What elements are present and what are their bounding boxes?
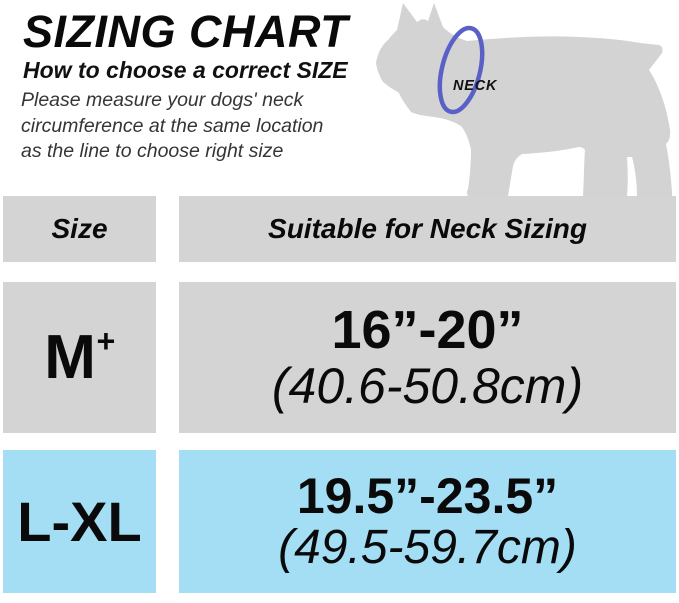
- measure-instructions: Please measure your dogs' neck circumfer…: [21, 88, 323, 165]
- cm-range-lxl: (49.5-59.7cm): [278, 520, 577, 574]
- size-label-lxl: L-XL: [17, 493, 141, 550]
- instruction-line: as the line to choose right size: [21, 140, 284, 162]
- inches-range-lxl: 19.5”-23.5”: [296, 467, 559, 524]
- table-row-m-size-cell: M+: [3, 282, 156, 433]
- neck-sizing-column-header: Suitable for Neck Sizing: [268, 213, 587, 244]
- neck-measure-line-icon: [437, 25, 485, 115]
- table-row-m-neck-range-cell: 16”-20” (40.6-50.8cm): [179, 282, 676, 433]
- page-title: SIZING CHART: [23, 6, 349, 57]
- dog-silhouette: [376, 3, 672, 196]
- size-text: M: [44, 322, 96, 392]
- table-row-lxl-size-cell: L-XL: [3, 450, 156, 593]
- size-label-m: M+: [44, 325, 115, 389]
- neck-label: NECK: [453, 78, 498, 94]
- cm-range-m: (40.6-50.8cm): [271, 357, 584, 414]
- size-text: L-XL: [17, 489, 142, 553]
- size-superscript: +: [96, 322, 116, 359]
- table-row-lxl-neck-range-cell: 19.5”-23.5” (49.5-59.7cm): [179, 450, 676, 593]
- page-subtitle: How to choose a correct SIZE: [23, 57, 348, 83]
- neck-sizing-column-header-cell: Suitable for Neck Sizing: [179, 196, 676, 262]
- instruction-line: circumference at the same location: [21, 114, 324, 137]
- size-column-header: Size: [51, 213, 108, 244]
- inches-range-m: 16”-20”: [331, 300, 524, 361]
- size-column-header-cell: Size: [3, 196, 156, 262]
- instruction-line: Please measure your dogs' neck: [21, 89, 304, 111]
- dog-illustration: NECK: [376, 3, 672, 196]
